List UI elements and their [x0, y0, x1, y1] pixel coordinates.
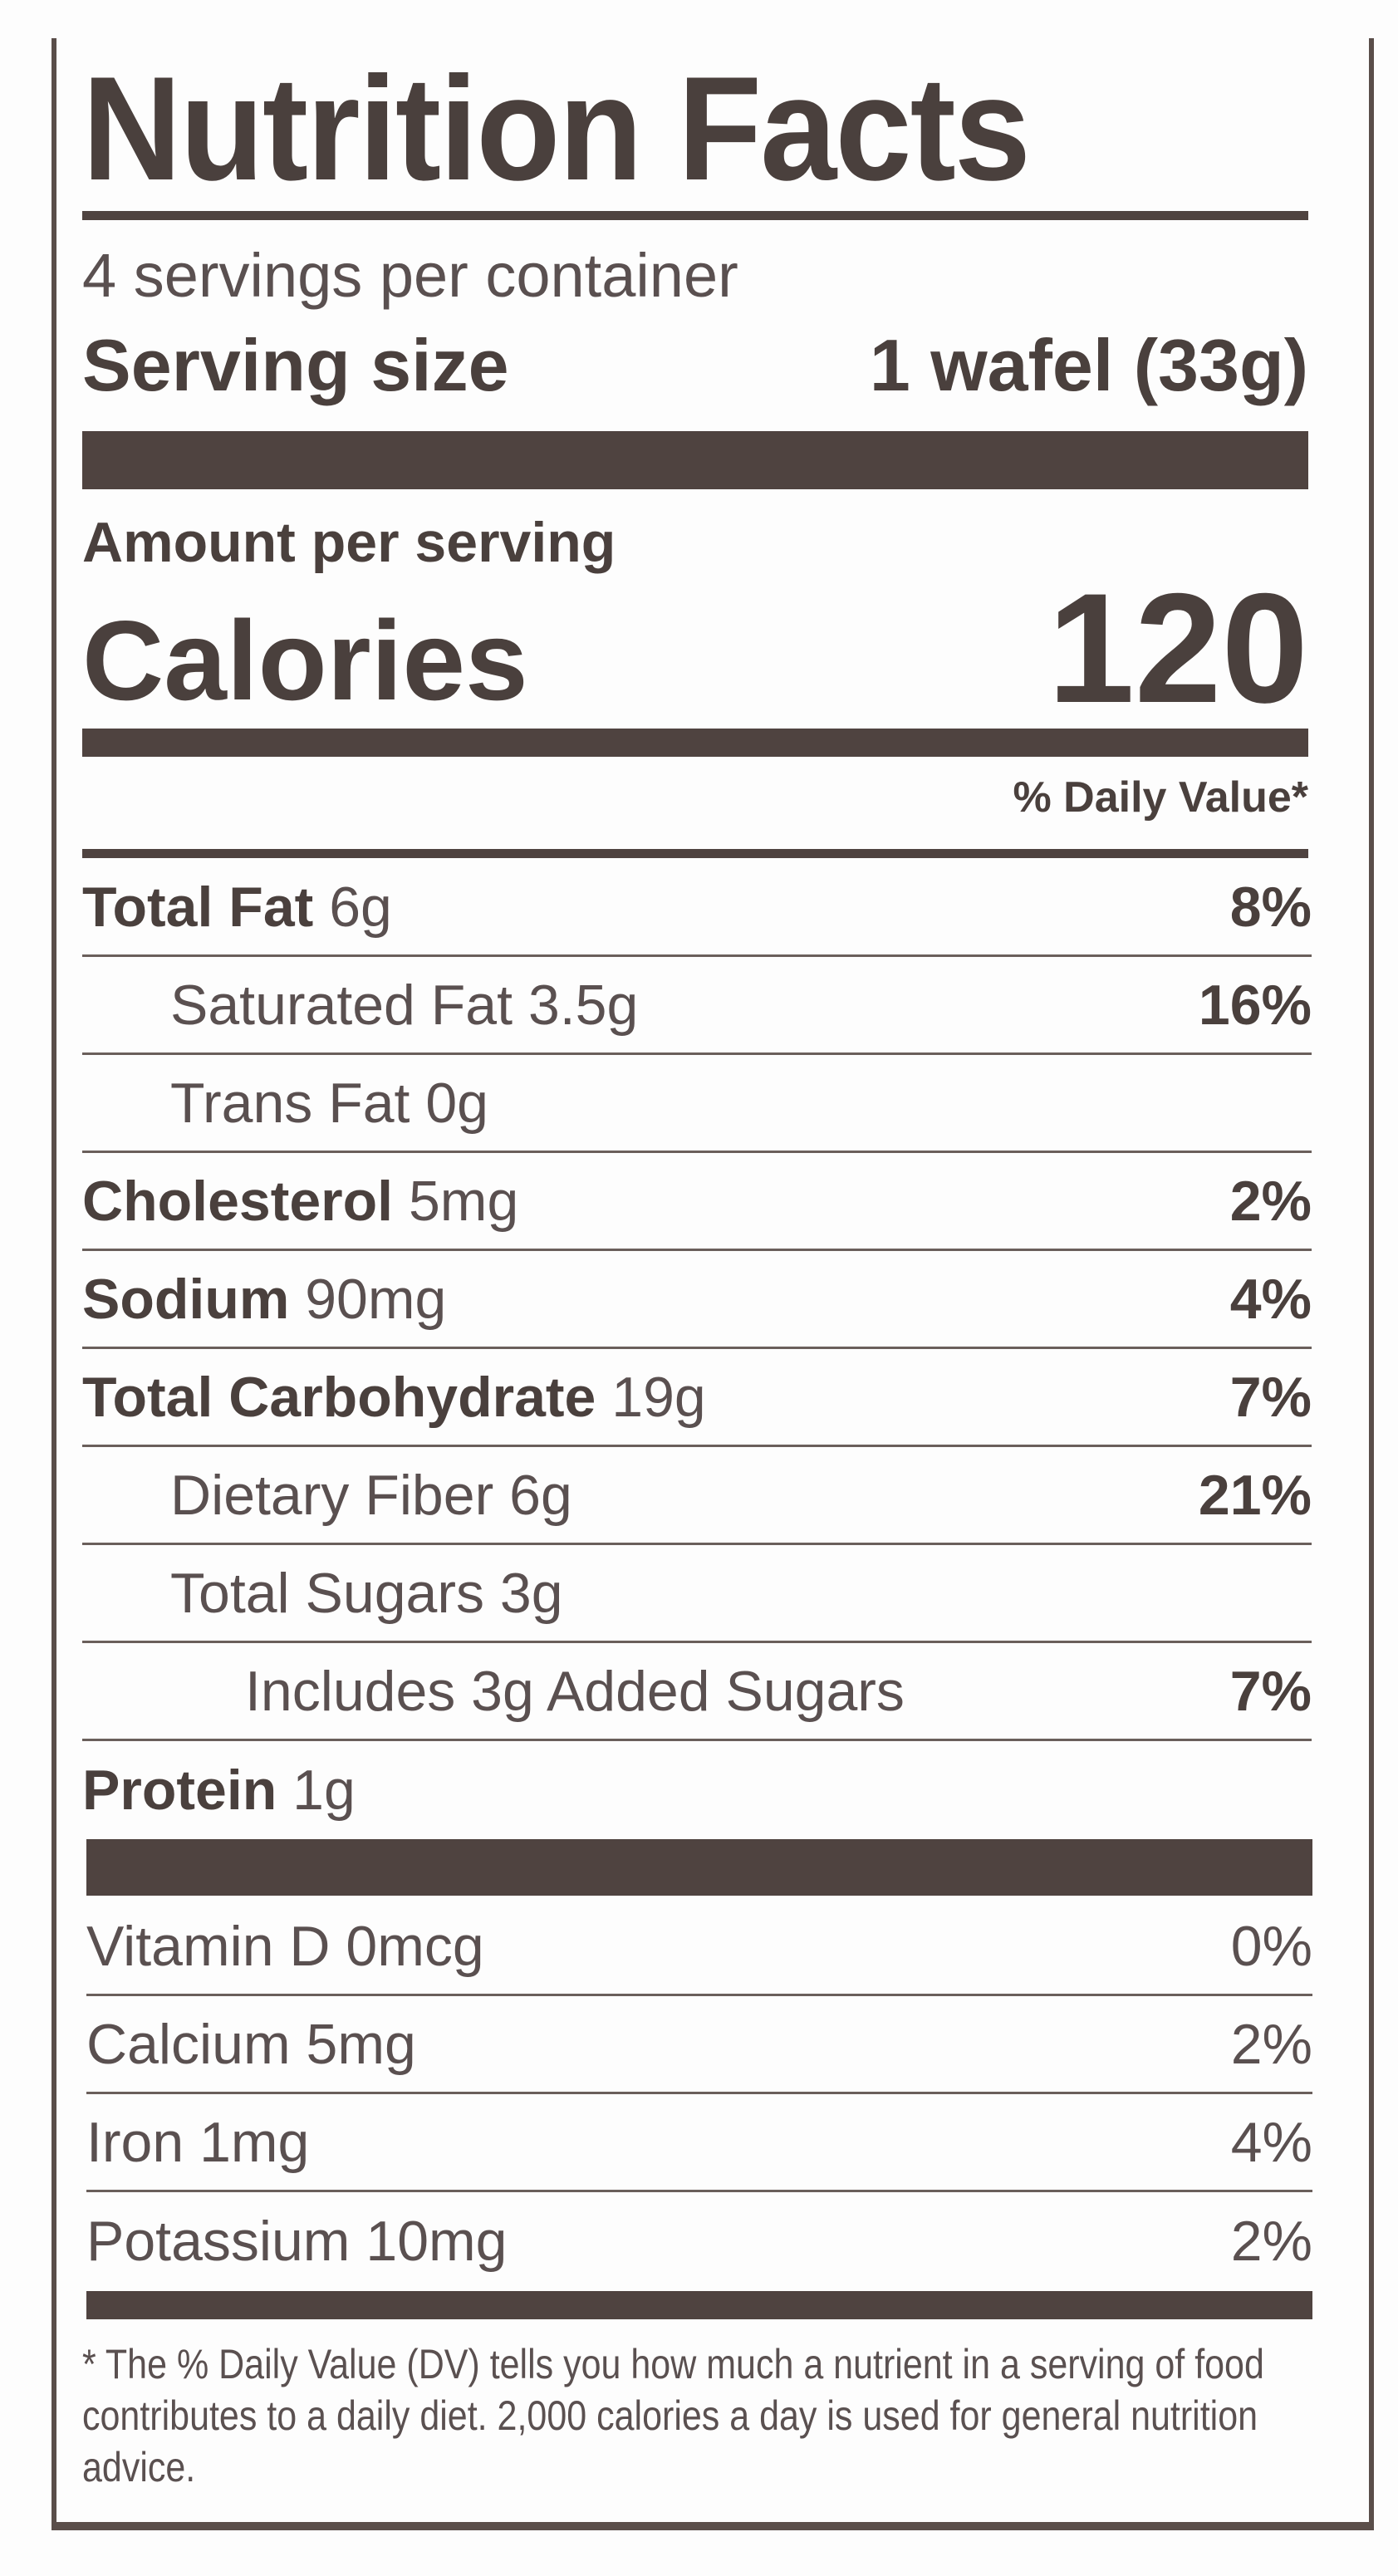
nutrient-row: Protein 1g: [82, 1741, 1312, 1839]
nutrient-row: Dietary Fiber 6g 21%: [82, 1447, 1312, 1545]
thick-divider: [82, 431, 1308, 489]
amount-per-serving: Amount per serving: [82, 511, 616, 574]
nutrient-row: Cholesterol 5mg 2%: [82, 1153, 1312, 1251]
nutrient-label: Total Sugars 3g: [170, 1561, 563, 1626]
vitamin-label: Vitamin D 0mcg: [86, 1914, 484, 1979]
nutrient-label: Includes 3g Added Sugars: [245, 1659, 905, 1724]
nutrient-daily-value: 21%: [1198, 1463, 1312, 1527]
nutrient-label: Trans Fat 0g: [170, 1071, 488, 1136]
nutrient-amount: 5mg: [408, 1169, 519, 1233]
vitamin-daily-value: 4%: [1230, 2110, 1312, 2174]
vitamin-daily-value: 2%: [1230, 2210, 1312, 2273]
nutrient-amount: 6g: [329, 875, 392, 939]
vitamin-daily-value: 0%: [1230, 1914, 1312, 1978]
label-border: [52, 38, 1374, 2530]
nutrient-row: Sodium 90mg 4%: [82, 1251, 1312, 1349]
nutrient-row: Saturated Fat 3.5g 16%: [82, 957, 1312, 1055]
nutrient-name: Total Sugars: [170, 1561, 484, 1625]
serving-size: Serving size 1 wafel (33g): [82, 326, 1308, 405]
medium-divider: [82, 729, 1308, 757]
nutrient-name: Sodium: [82, 1267, 290, 1331]
nutrient-name: Dietary Fiber: [170, 1463, 494, 1527]
nutrient-label: Dietary Fiber 6g: [170, 1463, 572, 1528]
nutrient-label: Sodium 90mg: [82, 1267, 446, 1332]
vitamin-amount: 10mg: [365, 2210, 508, 2273]
nutrient-label: Total Carbohydrate 19g: [82, 1365, 706, 1430]
vitamin-name: Vitamin D: [86, 1914, 331, 1978]
vitamin-label: Calcium 5mg: [86, 2012, 416, 2077]
vitamin-row: Iron 1mg 4%: [86, 2094, 1312, 2192]
divider: [82, 849, 1308, 858]
nutrient-label: Saturated Fat 3.5g: [170, 973, 638, 1038]
nutrient-name: Includes 3g Added Sugars: [245, 1659, 905, 1723]
nutrient-name: Trans Fat: [170, 1071, 410, 1135]
nutrient-label: Protein 1g: [82, 1758, 356, 1823]
servings-per-container: 4 servings per container: [82, 241, 738, 310]
vitamin-name: Potassium: [86, 2210, 351, 2273]
vitamin-label: Potassium 10mg: [86, 2209, 507, 2274]
calories-value: 120: [1047, 561, 1308, 735]
nutrient-row: Includes 3g Added Sugars 7%: [82, 1643, 1312, 1741]
vitamin-list: Vitamin D 0mcg 0% Calcium 5mg 2% Iron 1mg 4% P…: [86, 1898, 1312, 2290]
nutrient-amount: 0g: [425, 1071, 488, 1135]
nutrient-name: Cholesterol: [82, 1169, 394, 1233]
nutrient-name: Total Carbohydrate: [82, 1365, 596, 1429]
vitamin-amount: 0mcg: [346, 1914, 484, 1978]
nutrient-list: Total Fat 6g 8% Saturated Fat 3.5g 16% Trans…: [82, 859, 1312, 1839]
daily-value-header: % Daily Value*: [1013, 773, 1308, 822]
serving-size-label: Serving size: [82, 324, 509, 406]
nutrient-name: Total Fat: [82, 875, 314, 939]
divider: [82, 211, 1308, 220]
nutrient-name: Saturated Fat: [170, 973, 513, 1037]
thick-divider: [86, 1839, 1312, 1896]
calories-row: Calories 120: [82, 561, 1308, 735]
vitamin-daily-value: 2%: [1230, 2012, 1312, 2076]
footnote: * The % Daily Value (DV) tells you how m…: [82, 2341, 1264, 2490]
vitamin-label: Iron 1mg: [86, 2110, 309, 2175]
vitamin-row: Calcium 5mg 2%: [86, 1996, 1312, 2094]
nutrient-amount: 6g: [509, 1463, 572, 1527]
nutrient-row: Total Fat 6g 8%: [82, 859, 1312, 957]
vitamin-amount: 1mg: [199, 2110, 310, 2174]
nutrient-amount: 3.5g: [527, 973, 639, 1037]
nutrient-row: Trans Fat 0g: [82, 1055, 1312, 1153]
vitamin-row: Vitamin D 0mcg 0%: [86, 1898, 1312, 1996]
nutrient-amount: 90mg: [305, 1267, 447, 1331]
nutrient-daily-value: 4%: [1229, 1267, 1312, 1331]
nutrient-daily-value: 8%: [1229, 875, 1312, 939]
calories-label: Calories: [82, 597, 528, 724]
serving-size-value: 1 wafel (33g): [869, 324, 1308, 406]
nutrient-row: Total Carbohydrate 19g 7%: [82, 1349, 1312, 1447]
nutrient-daily-value: 2%: [1229, 1169, 1312, 1233]
nutrient-name: Protein: [82, 1759, 277, 1822]
nutrient-row: Total Sugars 3g: [82, 1545, 1312, 1643]
vitamin-row: Potassium 10mg 2%: [86, 2192, 1312, 2290]
medium-divider: [86, 2291, 1312, 2319]
vitamin-amount: 5mg: [306, 2012, 416, 2076]
vitamin-name: Iron: [86, 2110, 184, 2174]
nutrient-amount: 1g: [292, 1759, 356, 1822]
nutrient-label: Cholesterol 5mg: [82, 1169, 518, 1234]
nutrient-daily-value: 7%: [1229, 1365, 1312, 1429]
nutrient-label: Total Fat 6g: [82, 875, 392, 940]
label-title: Nutrition Facts: [82, 46, 1031, 211]
nutrient-daily-value: 7%: [1229, 1659, 1312, 1723]
nutrient-amount: 3g: [499, 1561, 563, 1625]
nutrient-daily-value: 16%: [1198, 973, 1312, 1037]
nutrient-amount: 19g: [611, 1365, 706, 1429]
vitamin-name: Calcium: [86, 2012, 291, 2076]
